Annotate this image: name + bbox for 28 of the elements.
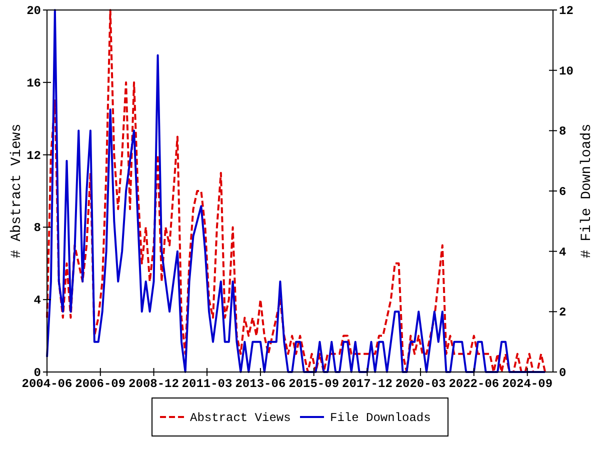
- x-tick-label: 2008-12: [128, 377, 179, 391]
- line-series: [46, 9, 546, 373]
- x-tick-label: 2011-03: [182, 377, 232, 391]
- x-tick-label: 2013-06: [235, 377, 286, 391]
- y2-tick-label: 10: [559, 64, 574, 78]
- x-tick-label: 2006-09: [75, 377, 126, 391]
- y2-tick-label: 4: [559, 245, 566, 260]
- x-tick-label: 2004-06: [22, 377, 72, 391]
- y-tick-label: 0: [34, 366, 41, 380]
- y-tick-label: 20: [26, 4, 41, 18]
- y-tick-label: 8: [34, 221, 41, 236]
- legend-label: File Downloads: [330, 411, 431, 425]
- legend-label: Abstract Views: [190, 411, 291, 425]
- y-tick-label: 16: [26, 76, 41, 90]
- y2-tick-label: 8: [559, 124, 566, 139]
- x-tick-label: 2020-03: [395, 377, 446, 391]
- y-axis-title: # Abstract Views: [9, 124, 25, 258]
- y-tick-label: 12: [26, 148, 41, 163]
- y2-tick-label: 6: [559, 185, 566, 199]
- y2-axis-title: # File Downloads: [579, 124, 595, 258]
- x-tick-label: 2022-06: [448, 377, 500, 391]
- x-tick-label: 2024-09: [502, 377, 553, 391]
- y2-tick-label: 0: [559, 366, 566, 380]
- y2-tick-label: 12: [559, 4, 574, 18]
- x-tick-label: 2015-09: [288, 377, 340, 391]
- y2-tick-label: 2: [559, 306, 566, 320]
- x-tick-label: 2017-12: [342, 377, 392, 391]
- y-tick-label: 4: [34, 294, 41, 308]
